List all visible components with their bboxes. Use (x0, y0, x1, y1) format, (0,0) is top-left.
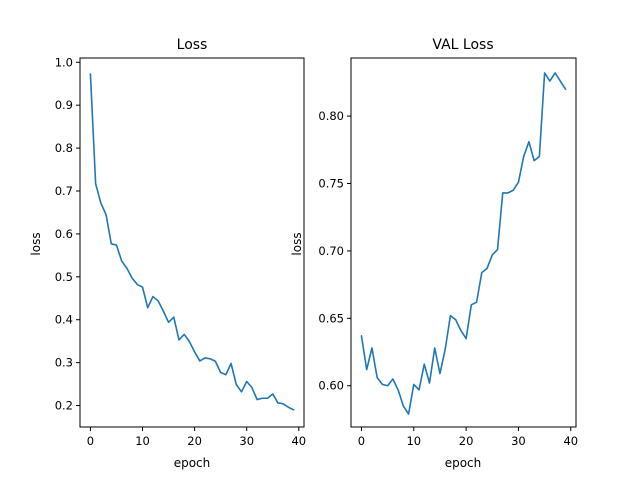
val-loss-axes-frame (350, 57, 577, 428)
val-loss-ytick-label: 0.65 (318, 311, 344, 325)
val-loss-series-line (360, 72, 567, 415)
loss-ytick-label: 0.9 (55, 98, 73, 112)
loss-xtick-label: 20 (187, 434, 202, 448)
val-loss-xtick-label: 0 (358, 434, 365, 448)
val-loss-xtick-label: 30 (511, 434, 526, 448)
val-loss-ytick-label: 0.80 (318, 109, 344, 123)
loss-ytick-label: 0.7 (55, 184, 73, 198)
loss-ytick-label: 0.3 (55, 356, 73, 370)
loss-ytick-label: 0.5 (55, 270, 73, 284)
loss-axes-frame (79, 57, 305, 428)
val-loss-ticks: 0 10 20 30 40 0.60 0.65 0.70 0.75 0.80 (318, 109, 578, 448)
val-loss-xtick-label: 10 (406, 434, 421, 448)
val-loss-ylabel: loss (290, 232, 304, 255)
loss-xlabel: epoch (174, 456, 211, 470)
loss-xtick-label: 30 (239, 434, 254, 448)
loss-ytick-label: 0.6 (55, 227, 73, 241)
loss-ytick-label: 0.8 (55, 141, 73, 155)
loss-xtick-label: 40 (291, 434, 306, 448)
loss-series-line (89, 73, 295, 411)
loss-ytick-label: 0.2 (55, 399, 73, 413)
val-loss-ytick-label: 0.75 (318, 177, 344, 191)
val-loss-title: VAL Loss (432, 37, 493, 53)
loss-subplot: Loss epoch loss 0 10 20 30 40 0.2 0.3 0.4 0.5 0.6… (29, 37, 306, 470)
loss-ylabel: loss (29, 232, 43, 255)
loss-title: Loss (177, 37, 208, 53)
val-loss-xtick-label: 20 (459, 434, 474, 448)
val-loss-xlabel: epoch (445, 456, 482, 470)
val-loss-xtick-label: 40 (563, 434, 578, 448)
val-loss-subplot: VAL Loss epoch loss 0 10 20 30 40 0.60 0.65 0.7… (290, 37, 578, 470)
loss-ytick-label: 0.4 (55, 313, 73, 327)
loss-ticks: 0 10 20 30 40 0.2 0.3 0.4 0.5 0.6 0.7 0.8 0.9 1.0 (55, 55, 306, 448)
val-loss-ytick-label: 0.70 (318, 244, 344, 258)
loss-xtick-label: 10 (135, 434, 150, 448)
val-loss-ytick-label: 0.60 (318, 379, 344, 393)
loss-ytick-label: 1.0 (55, 55, 73, 69)
loss-xtick-label: 0 (87, 434, 94, 448)
